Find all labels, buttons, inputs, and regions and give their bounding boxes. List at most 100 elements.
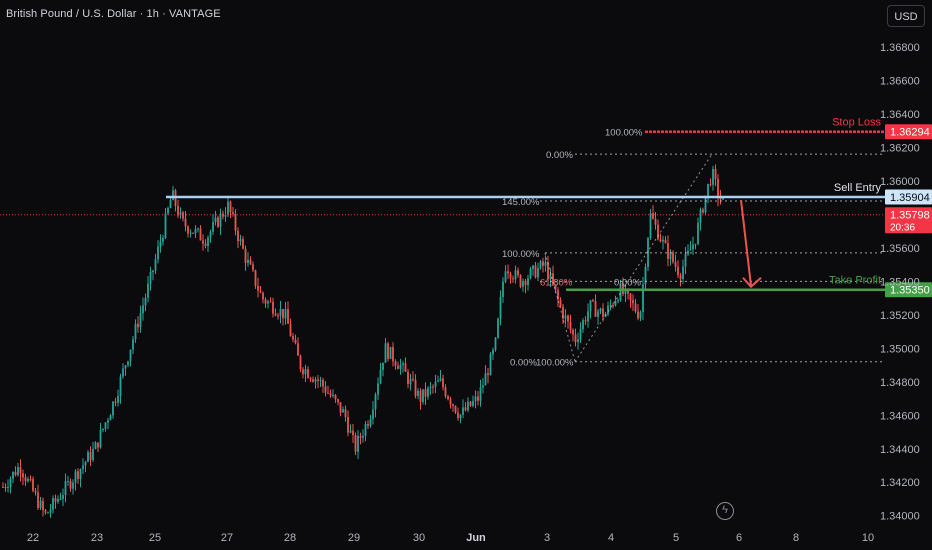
candle-body bbox=[672, 252, 674, 262]
price-tick: 1.34800 bbox=[880, 377, 920, 389]
candle-body bbox=[349, 430, 352, 433]
candle-body bbox=[607, 305, 609, 315]
candle-body bbox=[387, 343, 389, 359]
candle-body bbox=[244, 248, 247, 263]
candle-body bbox=[97, 442, 99, 448]
candle-body bbox=[329, 393, 332, 396]
time-tick: 25 bbox=[149, 532, 161, 544]
candle-body bbox=[137, 323, 139, 328]
candle-body bbox=[677, 266, 679, 276]
time-tick: 10 bbox=[862, 532, 874, 544]
candle-body bbox=[272, 301, 274, 314]
candle-body bbox=[397, 365, 399, 369]
candle-body bbox=[482, 385, 484, 388]
candle-body bbox=[47, 512, 49, 514]
candle-body bbox=[402, 363, 404, 365]
candle-body bbox=[372, 409, 374, 420]
price-tick: 1.36400 bbox=[880, 109, 920, 121]
candle-body bbox=[417, 390, 419, 396]
candle-body bbox=[439, 378, 442, 381]
candle-body bbox=[167, 208, 169, 214]
candle-body bbox=[19, 467, 22, 474]
price-tick: 1.36600 bbox=[880, 75, 920, 87]
candle-body bbox=[192, 232, 194, 234]
candle-body bbox=[229, 201, 232, 213]
candle-body bbox=[312, 379, 314, 382]
candle-body bbox=[127, 361, 129, 366]
candle-body bbox=[449, 399, 452, 405]
candle-body bbox=[2, 486, 4, 488]
candle-body bbox=[567, 315, 569, 322]
candle-body bbox=[344, 409, 347, 417]
candle-body bbox=[374, 394, 377, 410]
candle-body bbox=[162, 237, 164, 242]
candle-body bbox=[59, 498, 62, 500]
candle-body bbox=[132, 339, 134, 350]
candle-body bbox=[262, 292, 264, 300]
candle-body bbox=[699, 209, 702, 223]
candle-body bbox=[619, 283, 622, 301]
fib-label: 0.00% bbox=[510, 358, 537, 369]
candle-body bbox=[617, 300, 619, 302]
candle-body bbox=[702, 209, 704, 213]
candle-body bbox=[254, 270, 257, 286]
current-price-badge bbox=[885, 207, 932, 234]
candle-body bbox=[284, 309, 287, 319]
candle-body bbox=[394, 361, 397, 366]
candle-body bbox=[79, 469, 82, 479]
price-tick: 1.35000 bbox=[880, 343, 920, 355]
candle-body bbox=[712, 168, 714, 185]
candle-body bbox=[632, 300, 634, 304]
candle-body bbox=[42, 500, 44, 511]
candle-body bbox=[507, 271, 509, 274]
fib-label: 61.80% bbox=[540, 277, 573, 288]
candle-body bbox=[54, 498, 57, 502]
candle-body bbox=[529, 268, 532, 279]
candle-body bbox=[22, 473, 24, 478]
symbol-title: British Pound / U.S. Dollar · 1h · VANTA… bbox=[6, 8, 221, 20]
candle-body bbox=[362, 435, 364, 438]
candle-body bbox=[99, 429, 102, 448]
candle-body bbox=[92, 449, 94, 460]
candle-body bbox=[559, 299, 562, 307]
candle-body bbox=[707, 183, 709, 196]
price-tick: 1.36800 bbox=[880, 42, 920, 54]
candle-body bbox=[337, 399, 339, 403]
candle-body bbox=[289, 323, 292, 337]
price-tick: 1.36200 bbox=[880, 142, 920, 154]
currency-button[interactable]: USD bbox=[887, 5, 925, 27]
stop-loss-badge-text: 1.36294 bbox=[890, 127, 930, 139]
candle-body bbox=[112, 401, 114, 416]
candle-body bbox=[249, 259, 252, 265]
candle-body bbox=[104, 422, 107, 429]
candle-body bbox=[269, 301, 272, 303]
candle-body bbox=[74, 471, 77, 483]
candle-body bbox=[152, 270, 154, 273]
lightning-icon[interactable]: ϟ bbox=[716, 502, 734, 520]
candle-body bbox=[577, 339, 579, 342]
candle-body bbox=[359, 435, 362, 438]
candle-body bbox=[599, 308, 602, 312]
candle-body bbox=[354, 435, 357, 452]
arrow-head bbox=[742, 276, 762, 289]
candle-body bbox=[584, 320, 587, 322]
candle-body bbox=[367, 423, 369, 426]
candle-body bbox=[214, 217, 217, 223]
candle-body bbox=[644, 267, 647, 285]
time-tick: 8 bbox=[793, 532, 799, 544]
candle-body bbox=[532, 265, 534, 269]
candle-body bbox=[547, 262, 549, 280]
candle-body bbox=[212, 222, 214, 232]
candle-body bbox=[67, 481, 69, 483]
candle-body bbox=[392, 346, 394, 362]
candle-body bbox=[144, 297, 147, 306]
candle-body bbox=[199, 228, 202, 241]
candle-body bbox=[119, 376, 122, 396]
candle-body bbox=[339, 402, 342, 413]
candle-body bbox=[639, 312, 642, 319]
candle-body bbox=[399, 364, 402, 369]
candle-body bbox=[24, 477, 27, 482]
candle-body bbox=[72, 482, 74, 489]
candle-body bbox=[459, 414, 462, 419]
